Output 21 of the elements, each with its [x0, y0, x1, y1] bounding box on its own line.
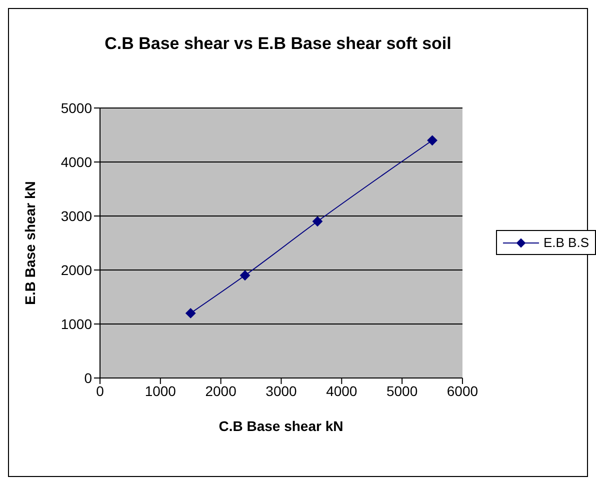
- y-axis-title: E.B Base shear kN: [22, 181, 38, 305]
- x-tick-label: 6000: [446, 382, 478, 399]
- y-tick-label: 4000: [60, 154, 92, 170]
- y-tick-label: 1000: [60, 316, 92, 332]
- point: [240, 270, 250, 280]
- x-tick-label: 2000: [205, 382, 237, 399]
- y-tick-label: 2000: [60, 262, 92, 278]
- x-tick-label: 1000: [144, 382, 176, 399]
- point: [186, 308, 196, 318]
- x-tick-label: 3000: [266, 382, 298, 399]
- x-axis-title: C.B Base shear kN: [218, 418, 344, 434]
- x-tick-label: 4000: [326, 382, 358, 399]
- legend-label: E.B B.S: [543, 235, 589, 250]
- x-tick-label: 5000: [386, 382, 418, 399]
- x-tick-label: 0: [96, 382, 104, 399]
- point: [312, 216, 322, 226]
- y-tick-label: 0: [84, 370, 92, 386]
- point: [427, 135, 438, 146]
- y-tick-label: 3000: [60, 208, 92, 224]
- y-tick-label: 5000: [60, 100, 92, 116]
- chart-title: C.B Base shear vs E.B Base shear soft soil: [104, 34, 452, 54]
